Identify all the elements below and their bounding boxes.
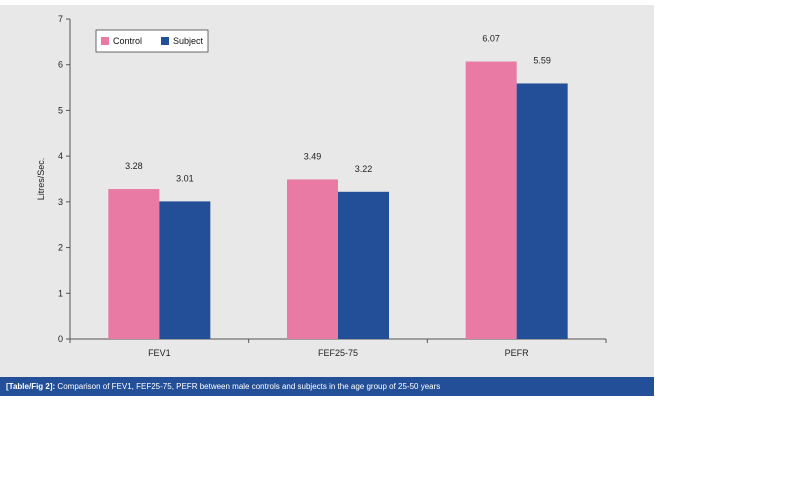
y-tick-label: 2 <box>58 243 63 253</box>
y-tick-label: 6 <box>58 60 63 70</box>
legend-label-control: Control <box>113 36 142 46</box>
legend: Control Subject <box>95 29 209 53</box>
data-label: 5.59 <box>533 55 551 65</box>
bar-subject-2 <box>338 191 389 339</box>
x-tick-label: FEV1 <box>148 348 171 358</box>
caption-lead: [Table/Fig 2]: <box>6 382 56 391</box>
y-tick-label: 0 <box>58 334 63 344</box>
x-tick-label: FEF25-75 <box>318 348 358 358</box>
y-tick-label: 7 <box>58 14 63 24</box>
bar-chart: 0 1 2 3 4 5 6 7 Litres/Sec. FEV1 FEF25-75 PEFR 3.28… <box>36 14 607 358</box>
bar-control-1 <box>108 189 160 339</box>
y-tick-label: 4 <box>58 151 63 161</box>
bar-subject-1 <box>159 201 211 339</box>
bar-subject-3 <box>516 83 568 339</box>
legend-label-subject: Subject <box>173 36 204 46</box>
data-label: 3.01 <box>176 173 194 183</box>
legend-swatch-control <box>101 37 109 45</box>
figure-caption: [Table/Fig 2]: Comparison of FEV1, FEF25… <box>0 377 654 396</box>
data-label: 6.07 <box>482 34 500 44</box>
y-tick-label: 3 <box>58 197 63 207</box>
bar-control-2 <box>287 179 338 339</box>
legend-box <box>95 29 209 53</box>
y-tick-label: 5 <box>58 105 63 115</box>
data-label: 3.49 <box>304 151 322 161</box>
data-label: 3.22 <box>355 164 373 174</box>
caption-text: Comparison of FEV1, FEF25-75, PEFR betwe… <box>57 382 441 391</box>
legend-swatch-subject <box>161 37 169 45</box>
y-axis-label: Litres/Sec. <box>36 158 46 201</box>
y-tick-label: 1 <box>58 288 63 298</box>
bars <box>108 61 568 340</box>
bar-control-3 <box>465 61 517 340</box>
x-tick-label: PEFR <box>505 348 530 358</box>
figure-panel: 0 1 2 3 4 5 6 7 Litres/Sec. FEV1 FEF25-75 PEFR 3.28… <box>0 5 654 396</box>
data-labels: 3.28 3.01 3.49 3.22 6.07 5.59 <box>125 34 551 184</box>
data-label: 3.28 <box>125 161 143 171</box>
